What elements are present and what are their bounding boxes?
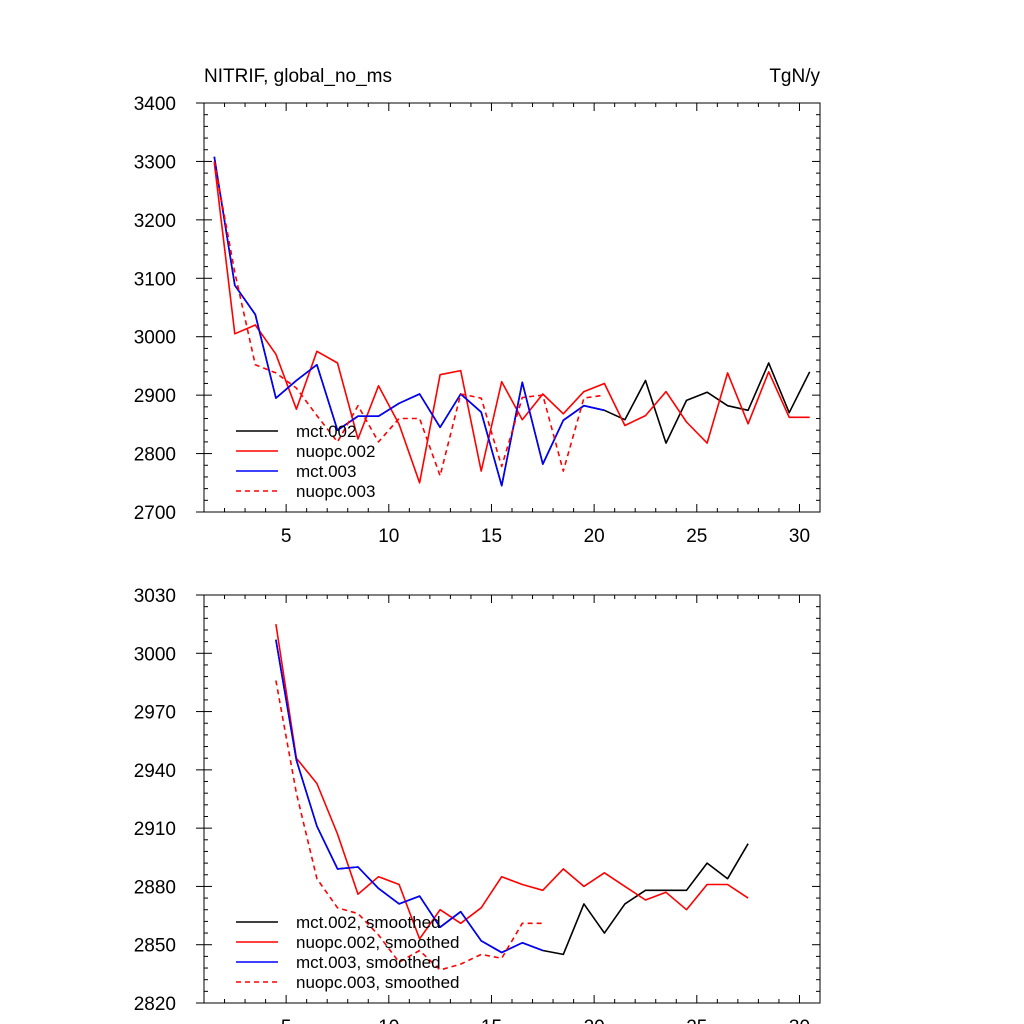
x-tick-label: 5 [281,526,292,547]
x-tick-label: 5 [281,1017,292,1024]
x-tick-label: 10 [378,526,399,547]
y-tick-label: 2820 [134,994,176,1015]
legend-label: nuopc.003 [296,482,375,501]
units-label: TgN/y [769,66,820,87]
y-tick-label: 2850 [134,936,176,957]
series-line-mct-003-smoothed [275,639,544,954]
x-tick-label: 25 [686,1017,707,1024]
series-line-mct-003 [213,156,605,487]
chart-title: NITRIF, global_no_ms [204,66,392,87]
y-tick-label: 2700 [134,503,176,524]
y-tick-label: 2970 [134,703,176,724]
legend-label: mct.002 [296,422,356,441]
legend-label: nuopc.002, smoothed [296,933,460,952]
legend-label: nuopc.002 [296,442,375,461]
y-tick-label: 2910 [134,819,176,840]
x-tick-label: 20 [584,526,605,547]
legend-label: nuopc.003, smoothed [296,973,460,992]
legend-label: mct.002, smoothed [296,913,441,932]
x-tick-label: 15 [481,1017,502,1024]
y-tick-label: 3400 [134,94,176,115]
y-tick-label: 3000 [134,644,176,665]
series-line-nuopc-002 [213,162,810,484]
x-tick-label: 25 [686,526,707,547]
y-tick-label: 3200 [134,211,176,232]
x-tick-label: 30 [789,526,810,547]
y-tick-label: 2880 [134,877,176,898]
x-tick-label: 15 [481,526,502,547]
bottom-panel: 5 10 15 20 25 30 2820 2850 2880 2910 2940 2970 3000 3… [134,586,821,1024]
top-panel: 5 10 15 20 25 30 2700 2800 2900 3000 3100 3200 3300 3… [134,94,821,547]
y-tick-label: 3100 [134,269,176,290]
y-tick-label: 2940 [134,761,176,782]
y-tick-label: 3000 [134,328,176,349]
series-line-mct-002-smoothed [275,639,749,956]
legend-label: mct.003 [296,462,356,481]
y-tick-label: 2800 [134,445,176,466]
y-tick-label: 3300 [134,152,176,173]
x-tick-label: 20 [584,1017,605,1024]
series-line-nuopc-003 [213,161,605,477]
x-tick-label: 10 [378,1017,399,1024]
series-line-nuopc-002-smoothed [275,623,749,940]
y-tick-label: 3030 [134,586,176,607]
series-line-nuopc-003-smoothed [275,680,543,971]
y-tick-label: 2900 [134,386,176,407]
x-tick-label: 30 [789,1017,810,1024]
legend-label: mct.003, smoothed [296,953,441,972]
